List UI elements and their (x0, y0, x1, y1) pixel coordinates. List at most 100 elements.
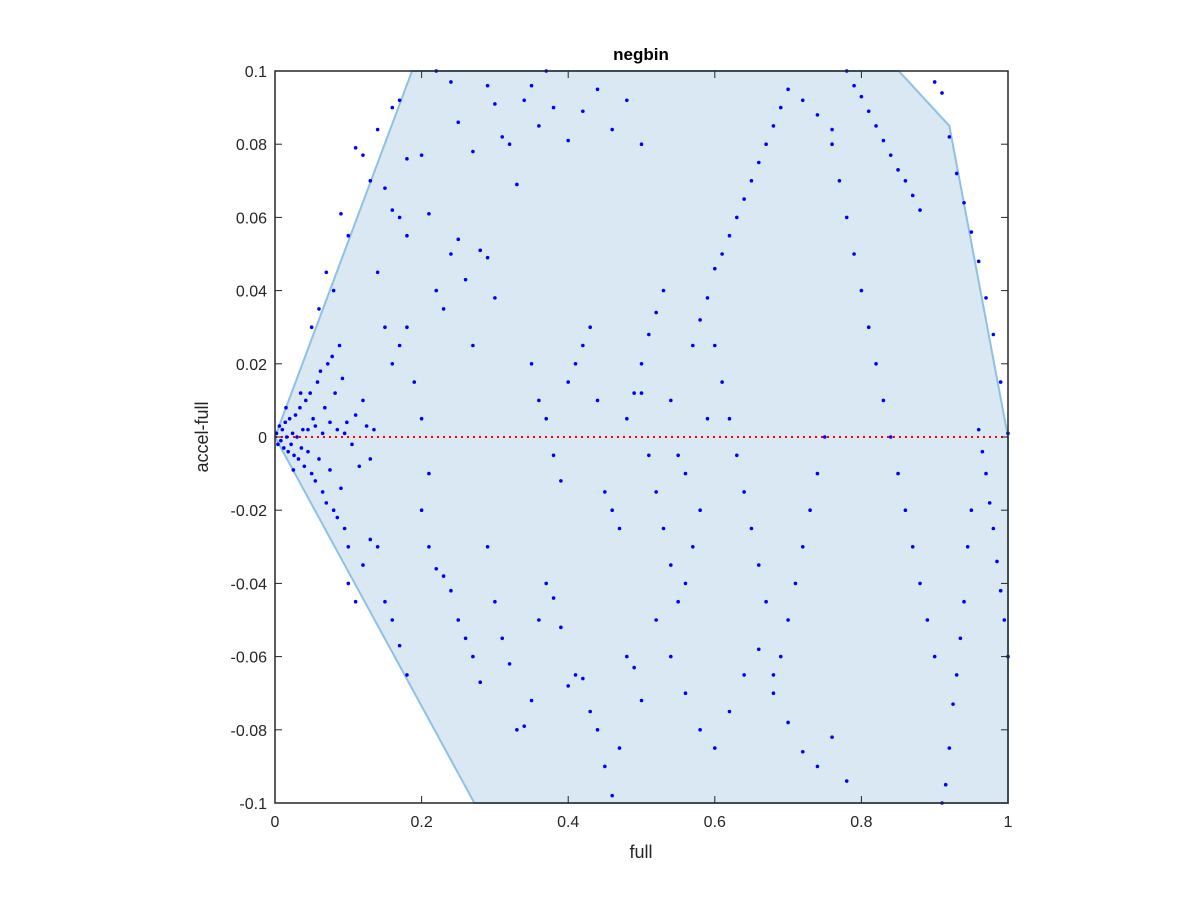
data-point (383, 325, 387, 330)
data-point (625, 416, 629, 421)
data-point (287, 416, 292, 421)
data-point (449, 588, 453, 593)
data-point (283, 420, 288, 425)
data-point (874, 362, 878, 366)
data-point (881, 398, 886, 403)
data-point (654, 310, 658, 315)
data-point (317, 457, 321, 461)
data-point (449, 80, 453, 84)
data-point (998, 588, 1003, 593)
data-point (991, 526, 996, 531)
y-tick-label: 0.02 (236, 357, 267, 374)
data-point (713, 266, 717, 271)
data-point (727, 233, 732, 238)
data-point (317, 307, 321, 311)
data-point (500, 135, 505, 139)
data-point (478, 248, 483, 253)
data-point (815, 113, 820, 117)
data-point (778, 654, 783, 659)
data-point (918, 208, 922, 212)
data-point (333, 391, 337, 395)
data-point (566, 684, 570, 688)
data-point (559, 625, 563, 630)
data-point (654, 618, 658, 622)
data-point (965, 545, 970, 549)
data-point (284, 435, 289, 439)
data-point (368, 179, 373, 183)
data-point (925, 618, 930, 622)
data-point (932, 654, 937, 659)
data-point (485, 545, 490, 549)
data-point (340, 376, 345, 381)
data-point (771, 124, 776, 128)
data-point (764, 599, 768, 604)
data-point (328, 420, 332, 425)
data-point (493, 102, 497, 106)
data-point (335, 515, 340, 520)
y-tick-label: -0.02 (231, 503, 268, 520)
data-point (705, 296, 710, 300)
data-point (727, 709, 732, 714)
data-point (573, 362, 578, 366)
data-point (639, 362, 644, 366)
data-point (969, 230, 974, 234)
data-point (903, 508, 908, 512)
data-point (405, 233, 409, 238)
data-point (342, 431, 347, 436)
data-point (522, 98, 527, 103)
y-tick-label: 0.04 (236, 284, 267, 301)
data-point (705, 416, 710, 421)
data-point (471, 343, 475, 348)
data-point (713, 746, 717, 750)
data-point (383, 599, 387, 604)
data-point (903, 179, 908, 183)
data-point (566, 138, 570, 143)
data-point (647, 453, 651, 458)
data-point (456, 618, 461, 622)
data-point (987, 501, 992, 505)
x-tick-label: 0.4 (557, 814, 579, 831)
x-tick-label: 0.2 (410, 814, 432, 831)
data-point (800, 98, 805, 103)
x-axis-label: full (629, 842, 652, 862)
data-point (581, 676, 585, 681)
data-point (427, 211, 431, 216)
data-point (691, 343, 695, 348)
data-point (742, 197, 746, 201)
data-point (610, 508, 614, 512)
data-point (419, 153, 424, 157)
data-point (315, 380, 320, 384)
data-point (632, 391, 636, 395)
data-point (375, 270, 380, 275)
data-point (339, 211, 343, 216)
data-point (778, 105, 783, 110)
data-point (639, 698, 644, 703)
data-point (669, 563, 673, 567)
data-point (566, 380, 570, 384)
data-point (368, 537, 373, 542)
data-point (896, 471, 900, 476)
data-point (544, 581, 549, 586)
data-point (390, 105, 395, 110)
data-point (277, 424, 282, 428)
data-point (320, 490, 325, 494)
data-point (764, 142, 768, 146)
data-point (325, 362, 330, 366)
data-point (786, 87, 790, 92)
data-point (295, 435, 299, 439)
data-point (507, 142, 512, 146)
data-point (284, 405, 288, 410)
data-point (683, 471, 688, 476)
chart-title: negbin (613, 45, 669, 64)
data-point (786, 618, 790, 622)
data-point (866, 325, 871, 330)
data-point (610, 793, 614, 798)
data-point (947, 746, 952, 750)
data-point (331, 288, 336, 293)
data-point (544, 416, 549, 421)
data-point (844, 215, 849, 220)
data-point (427, 471, 431, 476)
data-point (529, 362, 534, 366)
data-point (632, 665, 636, 670)
data-point (350, 442, 354, 447)
